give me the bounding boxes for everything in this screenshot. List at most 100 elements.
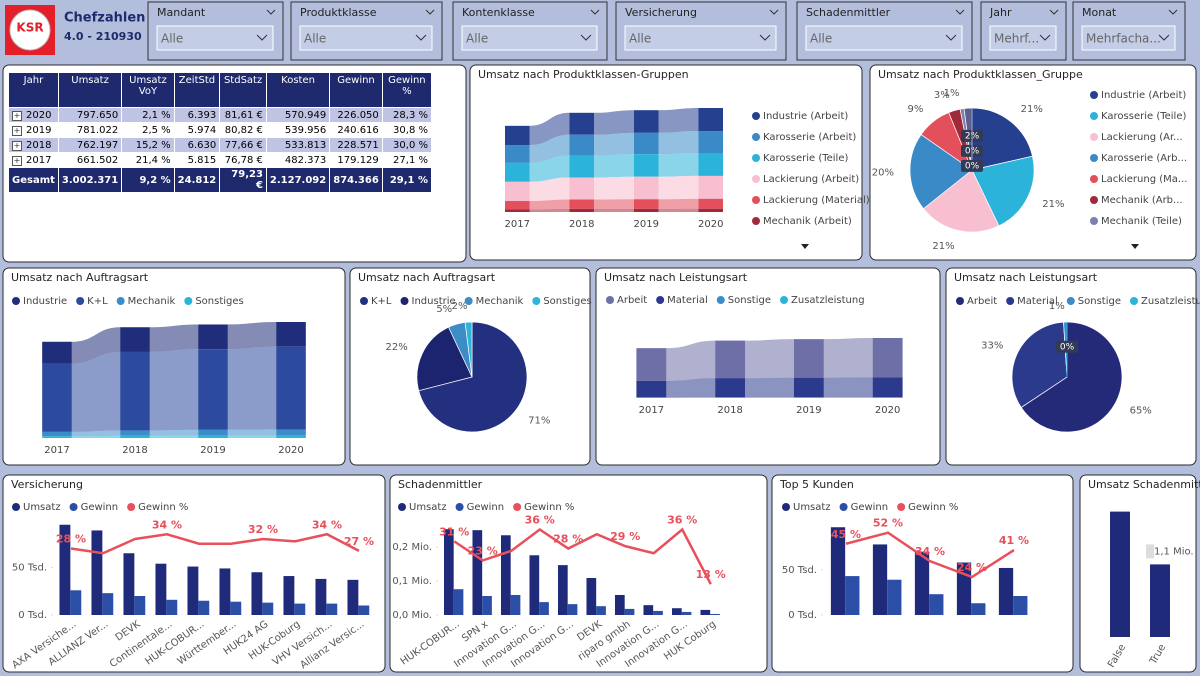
legend-label: Sonstiges bbox=[543, 296, 591, 307]
bar bbox=[283, 576, 295, 615]
expand-icon[interactable]: + bbox=[12, 140, 22, 151]
chevron bbox=[1158, 34, 1170, 41]
ribbon-bar bbox=[569, 208, 595, 212]
slicer-box bbox=[299, 25, 433, 51]
chevron bbox=[945, 34, 957, 41]
ribbon bbox=[149, 435, 199, 438]
legend-label: Material bbox=[667, 295, 708, 306]
legend-label: Mechanik (Arbeit) bbox=[763, 216, 852, 227]
legend-label: Gewinn % bbox=[524, 502, 574, 513]
ribbon-bar bbox=[698, 175, 724, 199]
ribbon bbox=[71, 351, 121, 432]
legend-dot bbox=[752, 196, 760, 204]
ribbon bbox=[529, 155, 570, 182]
chevron bbox=[1168, 9, 1178, 15]
pie-slice bbox=[923, 169, 1000, 233]
line bbox=[845, 531, 1015, 579]
label-bg bbox=[1146, 544, 1154, 559]
ribbon bbox=[658, 108, 699, 133]
ribbon bbox=[594, 110, 634, 135]
bar bbox=[914, 551, 930, 615]
expand-icon[interactable]: + bbox=[12, 125, 22, 136]
legend-label: Mechanik (Teile) bbox=[1101, 216, 1182, 227]
data-label: 27 % bbox=[344, 535, 374, 548]
slicer-box bbox=[156, 25, 274, 51]
legend-label: Gewinn bbox=[467, 502, 505, 513]
ribbon-bar bbox=[120, 327, 150, 352]
cell-text: 179.129 bbox=[337, 154, 379, 166]
cell-text: 533.813 bbox=[284, 139, 327, 151]
table-cell: +2019 bbox=[8, 122, 59, 138]
legend-label: Sonstige bbox=[1078, 296, 1121, 307]
ribbon-bar bbox=[872, 397, 903, 398]
ribbon-bar bbox=[504, 145, 530, 163]
ribbon bbox=[594, 176, 634, 200]
line bbox=[453, 527, 712, 585]
chevron bbox=[1049, 9, 1059, 15]
x-tick-label: 2017 bbox=[505, 219, 530, 230]
data-label: 36 % bbox=[525, 514, 555, 527]
bar bbox=[681, 611, 692, 615]
table-cell: 5.974 bbox=[173, 122, 221, 138]
table-cell: 661.502 bbox=[57, 152, 123, 168]
ribbon-bar bbox=[42, 431, 72, 437]
legend-label: Lackierung (Ma... bbox=[1101, 174, 1187, 185]
cell-text: 15,2 % bbox=[135, 139, 171, 151]
bar bbox=[700, 609, 711, 615]
ribbon-bar bbox=[793, 339, 824, 378]
data-label: 2% bbox=[452, 301, 468, 312]
x-tick-label: 2019 bbox=[796, 405, 821, 416]
ribbon bbox=[149, 349, 199, 431]
legend-more[interactable] bbox=[801, 244, 809, 249]
x-tick-label: 2019 bbox=[200, 445, 225, 456]
bar bbox=[155, 563, 167, 615]
chevron bbox=[256, 34, 268, 41]
bar bbox=[482, 596, 492, 615]
expand-icon[interactable]: + bbox=[12, 110, 22, 121]
slicer-value: Mehrfacha... bbox=[1086, 32, 1161, 46]
table-cell: 81,61 € bbox=[219, 107, 267, 123]
data-label: 0% bbox=[1060, 342, 1075, 352]
legend-dot bbox=[1090, 154, 1098, 162]
ribbon-bar bbox=[872, 377, 903, 398]
slicer-label: Produktklasse bbox=[300, 6, 377, 19]
ribbon-bar bbox=[698, 108, 724, 132]
ribbon bbox=[658, 175, 699, 200]
ribbon-bar bbox=[715, 340, 746, 379]
legend-dot bbox=[12, 297, 20, 305]
bar bbox=[315, 578, 327, 615]
legend-label: Karosserie (Arb... bbox=[1101, 153, 1187, 164]
ribbon-bar bbox=[698, 153, 724, 176]
column-header: Kosten bbox=[265, 72, 331, 108]
legend-label: Mechanik (Arb... bbox=[1101, 195, 1183, 206]
legend-more[interactable] bbox=[1131, 244, 1139, 249]
legend-label: Mechanik bbox=[128, 296, 176, 307]
x-tick-label: 2020 bbox=[698, 219, 723, 230]
legend-label: Umsatz bbox=[409, 502, 447, 513]
cell-text: 797.650 bbox=[76, 109, 119, 121]
data-label: 28 % bbox=[553, 533, 583, 546]
panel bbox=[1079, 474, 1197, 673]
cell-text: 240.616 bbox=[337, 124, 379, 136]
data-label: 13 % bbox=[696, 568, 726, 581]
ribbon-bar bbox=[698, 198, 724, 209]
table-cell: 27,1 % bbox=[381, 152, 433, 168]
ribbon-bar bbox=[504, 209, 530, 212]
slicer-box bbox=[805, 25, 963, 51]
slicer-box bbox=[461, 25, 598, 51]
expand-icon[interactable]: + bbox=[12, 155, 22, 166]
pie-slice bbox=[971, 155, 1035, 227]
cell-text: 28,3 % bbox=[393, 109, 428, 121]
legend-label: Material bbox=[1017, 296, 1058, 307]
legend-dot bbox=[69, 503, 78, 511]
legend-dot bbox=[1090, 217, 1098, 225]
legend-dot bbox=[184, 297, 193, 305]
bar bbox=[472, 530, 483, 615]
table-cell: 9,2 % bbox=[121, 167, 175, 193]
cell-text: 77,66 € bbox=[224, 139, 263, 151]
cell-text: 5.815 bbox=[187, 154, 217, 166]
bar bbox=[872, 544, 888, 615]
bar bbox=[596, 606, 606, 615]
legend-label: Zusatzleistung bbox=[1141, 296, 1200, 307]
